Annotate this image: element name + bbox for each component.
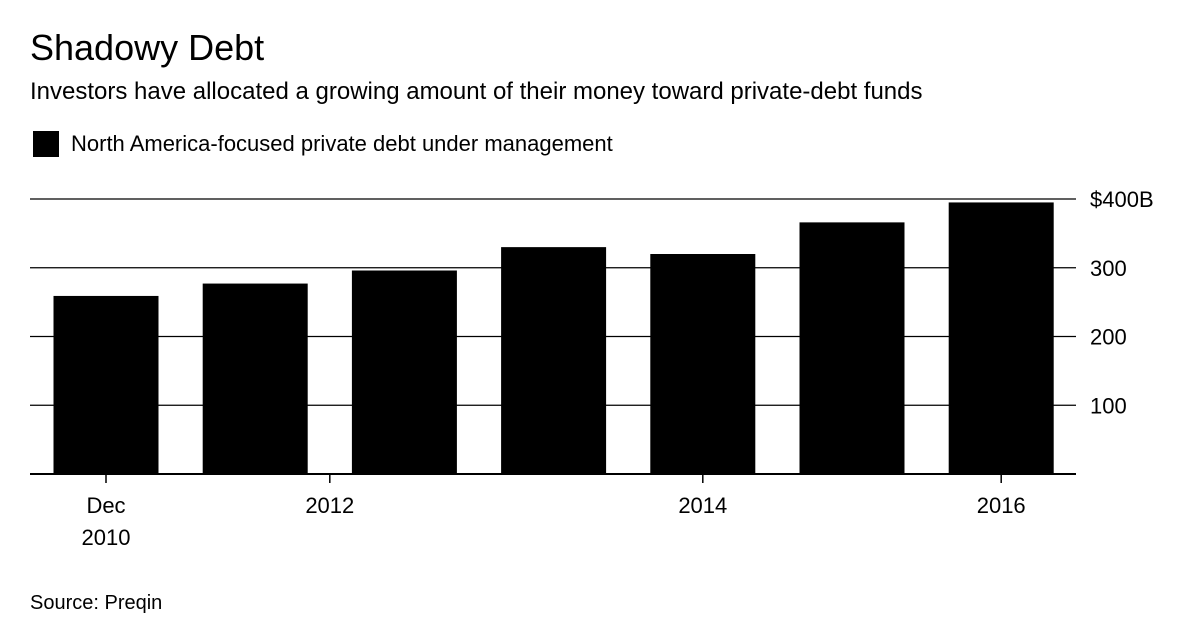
chart-subtitle: Investors have allocated a growing amoun… bbox=[30, 78, 923, 105]
x-tick-label-year: 2010 bbox=[82, 525, 131, 550]
bar bbox=[202, 283, 308, 474]
bar bbox=[53, 295, 159, 474]
y-tick-label: 200 bbox=[1090, 325, 1127, 350]
bar bbox=[650, 254, 756, 474]
bar bbox=[351, 270, 457, 474]
legend-label: North America-focused private debt under… bbox=[71, 131, 613, 156]
bar bbox=[799, 222, 905, 474]
y-tick-label: 300 bbox=[1090, 256, 1127, 281]
x-tick-label: 2016 bbox=[977, 493, 1026, 518]
source-note: Source: Preqin bbox=[30, 592, 163, 614]
x-tick-label: 2014 bbox=[678, 493, 727, 518]
legend: North America-focused private debt under… bbox=[33, 130, 613, 158]
chart-title: Shadowy Debt bbox=[30, 27, 265, 68]
x-tick-label: 2012 bbox=[305, 493, 354, 518]
y-tick-label: 100 bbox=[1090, 393, 1127, 418]
bar bbox=[948, 202, 1054, 474]
x-tick-label: Dec bbox=[86, 493, 125, 518]
y-tick-label: $400B bbox=[1090, 187, 1154, 212]
bar bbox=[501, 247, 607, 474]
legend-swatch bbox=[33, 131, 59, 157]
